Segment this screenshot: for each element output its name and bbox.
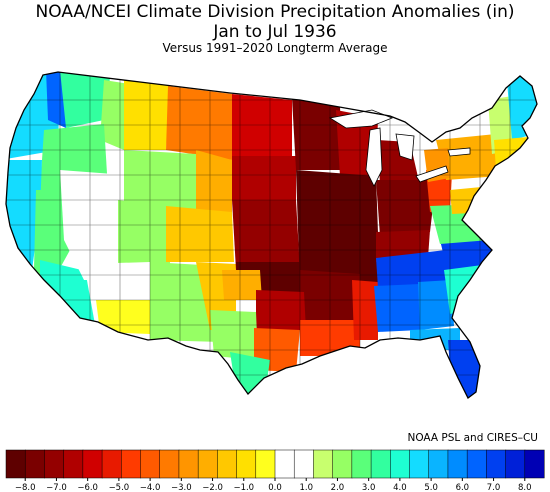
legend-tick-label: −8.0 <box>15 483 36 492</box>
lake-ontario <box>447 147 471 157</box>
map-title: NOAA/NCEI Climate Division Precipitation… <box>35 2 515 22</box>
legend-tick-label: −3.0 <box>171 483 192 492</box>
legend-bin <box>447 449 468 479</box>
legend-tick-label: −4.0 <box>140 483 161 492</box>
legend-bin <box>140 449 161 479</box>
legend-bin <box>44 449 65 479</box>
legend-bin <box>255 449 276 479</box>
legend-tick-label: 1.0 <box>299 483 313 492</box>
region-mississippi <box>352 280 378 340</box>
legend-bin <box>505 449 526 479</box>
region-utah <box>118 200 170 270</box>
region-indiana-ohio <box>376 180 436 236</box>
legend-tick-label: −1.0 <box>233 483 254 492</box>
legend-tick-label: −6.0 <box>77 483 98 492</box>
region-tennessee <box>376 250 448 288</box>
region-georgia <box>418 280 454 330</box>
lake-michigan <box>365 127 383 187</box>
legend-bin <box>236 449 257 479</box>
legend-tick-label: 0.0 <box>268 483 282 492</box>
lake-huron <box>395 133 415 161</box>
precipitation-anomaly-map <box>5 71 538 399</box>
region-new-york <box>436 134 500 180</box>
region-montana-west <box>124 80 170 150</box>
region-arizona-south <box>96 300 150 334</box>
region-alabama <box>374 284 420 332</box>
legend-tick-label: 6.0 <box>456 483 470 492</box>
region-minnesota <box>292 98 342 170</box>
division-boundaries <box>6 72 537 398</box>
lake-erie <box>415 165 449 183</box>
map-period: Jan to Jul 1936 <box>213 22 337 42</box>
region-wyoming-east <box>196 150 232 214</box>
legend-tick-label: 3.0 <box>362 483 376 492</box>
region-southern-new-england <box>494 136 537 170</box>
legend-bin <box>274 449 295 479</box>
region-texas-north <box>256 290 306 330</box>
legend-tick-label: −7.0 <box>46 483 67 492</box>
legend-bin <box>370 449 391 479</box>
legend-bin <box>313 449 334 479</box>
legend-tick-label: 5.0 <box>424 483 438 492</box>
region-texas-panhandle <box>222 270 262 300</box>
legend-bin <box>5 449 26 479</box>
legend-ticks: −8.0 −7.0 −6.0 −5.0 −4.0 −3.0 −2.0 −1.0 0.0 1.0 2.… <box>15 478 532 492</box>
legend-bin <box>428 449 449 479</box>
region-colorado <box>166 206 234 262</box>
legend-bin <box>24 449 45 479</box>
legend-tick-label: 8.0 <box>518 483 532 492</box>
legend-bin <box>524 449 545 479</box>
region-maine <box>506 72 537 140</box>
us-outline <box>5 71 538 399</box>
legend-tick-label: 4.0 <box>393 483 407 492</box>
region-wyoming <box>124 150 196 210</box>
region-nebraska-kansas <box>232 200 300 270</box>
legend-bin <box>121 449 142 479</box>
legend-bin <box>486 449 507 479</box>
color-legend: −8.0 −7.0 −6.0 −5.0 −4.0 −3.0 −2.0 −1.0 0.0 1.0 2.… <box>5 449 545 492</box>
legend-bin <box>197 449 218 479</box>
legend-bin <box>178 449 199 479</box>
map-subtitle: Versus 1991–2020 Longterm Average <box>162 41 388 55</box>
legend-tick-label: −2.0 <box>202 483 223 492</box>
region-montana-east <box>166 86 232 160</box>
legend-bin <box>82 449 103 479</box>
legend-bin <box>159 449 180 479</box>
legend-bin <box>332 449 353 479</box>
legend-tick-label: 7.0 <box>487 483 501 492</box>
legend-bin <box>63 449 84 479</box>
data-credit: NOAA PSL and CIRES–CU <box>407 432 539 444</box>
legend-bin <box>351 449 372 479</box>
legend-tick-label: 2.0 <box>331 483 345 492</box>
region-idaho-panhandle <box>100 80 130 150</box>
legend-bin <box>101 449 122 479</box>
legend-bin <box>390 449 411 479</box>
legend-bin <box>466 449 487 479</box>
legend-bins <box>5 449 545 479</box>
region-interior-washington <box>60 72 110 128</box>
region-south-dakota <box>232 156 296 200</box>
map-regions <box>6 72 537 398</box>
legend-bin <box>409 449 430 479</box>
region-texas-west <box>210 310 258 360</box>
legend-bin <box>217 449 238 479</box>
legend-bin <box>293 449 314 479</box>
legend-tick-label: −5.0 <box>109 483 130 492</box>
region-southeast-coast <box>444 264 490 314</box>
